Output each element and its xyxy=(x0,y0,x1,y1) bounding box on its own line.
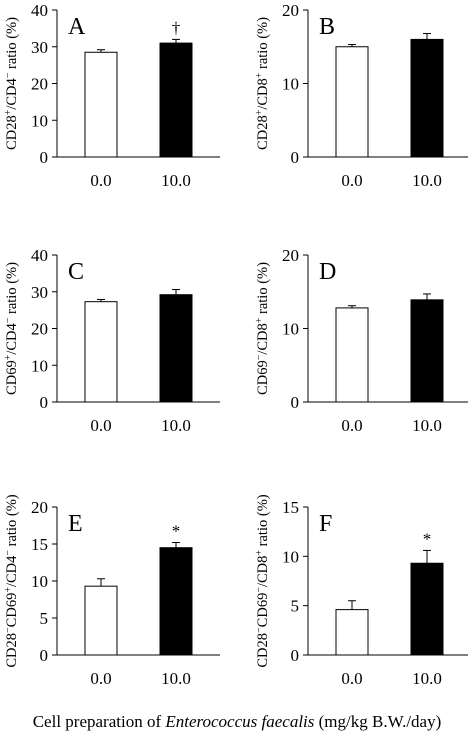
panel-letter: E xyxy=(68,511,83,537)
x-tick-label: 0.0 xyxy=(341,171,362,190)
y-tick-label: 10 xyxy=(31,356,48,375)
x-tick-label: 0.0 xyxy=(90,171,111,190)
y-tick-label: 15 xyxy=(31,535,48,554)
x-tick-label: 10.0 xyxy=(412,171,442,190)
panel-c: 0 10 20 30 40 0.0 10.0 C CD69+/CD4− ratio (%) xyxy=(3,246,220,435)
significance-mark: † xyxy=(172,18,181,37)
bar xyxy=(159,547,193,656)
y-tick-label: 40 xyxy=(31,1,48,20)
y-axis-label: CD28+/CD8+ ratio (%) xyxy=(254,17,272,150)
y-axis-label: CD28−CD69+/CD4− ratio (%) xyxy=(3,494,21,667)
bar xyxy=(84,51,118,158)
y-tick-label: 10 xyxy=(282,320,299,339)
panel-a: 0 10 20 30 40 0.0 10.0 † A CD28+/CD4− ratio (%) xyxy=(3,1,220,190)
x-tick-label: 0.0 xyxy=(90,669,111,688)
x-tick-label: 10.0 xyxy=(161,669,191,688)
y-tick-label: 10 xyxy=(31,572,48,591)
bar xyxy=(159,294,193,403)
y-tick-label: 0 xyxy=(291,148,300,167)
significance-mark: * xyxy=(172,522,181,541)
x-tick-label: 0.0 xyxy=(90,416,111,435)
bar xyxy=(335,46,369,158)
caption-suffix: (mg/kg B.W./day) xyxy=(314,712,442,731)
bar xyxy=(84,301,118,403)
y-axis-label: CD28−CD69−/CD8+ ratio (%) xyxy=(254,494,272,667)
panel-d: 0 10 20 0.0 10.0 D CD69−/CD8+ ratio (%) xyxy=(254,246,468,435)
x-axis-caption: Cell preparation of Enterococcus faecali… xyxy=(0,712,474,732)
y-tick-label: 20 xyxy=(31,498,48,517)
x-tick-label: 0.0 xyxy=(341,416,362,435)
y-tick-label: 0 xyxy=(291,393,300,412)
y-tick-label: 30 xyxy=(31,283,48,302)
panel-letter: F xyxy=(319,511,332,537)
x-tick-label: 10.0 xyxy=(412,669,442,688)
significance-mark: * xyxy=(423,529,432,548)
x-tick-label: 10.0 xyxy=(161,171,191,190)
bar xyxy=(159,42,193,158)
bar xyxy=(410,38,444,158)
y-axis-label: CD69−/CD8+ ratio (%) xyxy=(254,262,272,395)
panel-e: 0 5 10 15 20 0.0 10.0 * E CD28−CD69+/CD4− ratio (… xyxy=(3,494,220,688)
y-tick-label: 5 xyxy=(291,597,300,616)
y-tick-label: 5 xyxy=(40,609,49,628)
y-tick-label: 20 xyxy=(282,1,299,20)
y-tick-label: 10 xyxy=(282,547,299,566)
x-tick-label: 0.0 xyxy=(341,669,362,688)
x-tick-label: 10.0 xyxy=(412,416,442,435)
y-axis-label: CD69+/CD4− ratio (%) xyxy=(3,262,21,395)
y-tick-label: 0 xyxy=(291,646,300,665)
panel-b: 0 10 20 0.0 10.0 B CD28+/CD8+ ratio (%) xyxy=(254,1,468,190)
bar xyxy=(410,562,444,656)
panel-letter: C xyxy=(68,259,84,285)
y-tick-label: 0 xyxy=(40,393,49,412)
x-tick-label: 10.0 xyxy=(161,416,191,435)
y-tick-label: 0 xyxy=(40,148,49,167)
y-tick-label: 30 xyxy=(31,38,48,57)
bar xyxy=(84,585,118,656)
panel-letter: D xyxy=(319,259,336,285)
caption-species: Enterococcus faecalis xyxy=(165,712,315,731)
panel-letter: B xyxy=(319,14,335,40)
caption-prefix: Cell preparation of xyxy=(32,712,166,731)
y-axis-label: CD28+/CD4− ratio (%) xyxy=(3,17,21,150)
y-tick-label: 10 xyxy=(282,75,299,94)
panel-f: 0 5 10 15 0.0 10.0 * F CD28−CD69−/CD8+ ratio (%) xyxy=(254,494,468,688)
y-tick-label: 20 xyxy=(31,75,48,94)
bar xyxy=(335,609,369,656)
y-tick-label: 20 xyxy=(31,320,48,339)
y-tick-label: 40 xyxy=(31,246,48,265)
y-tick-label: 15 xyxy=(282,498,299,517)
bar xyxy=(410,299,444,403)
bar xyxy=(335,307,369,403)
y-tick-label: 10 xyxy=(31,111,48,130)
y-tick-label: 0 xyxy=(40,646,49,665)
y-tick-label: 20 xyxy=(282,246,299,265)
panel-letter: A xyxy=(68,14,86,40)
